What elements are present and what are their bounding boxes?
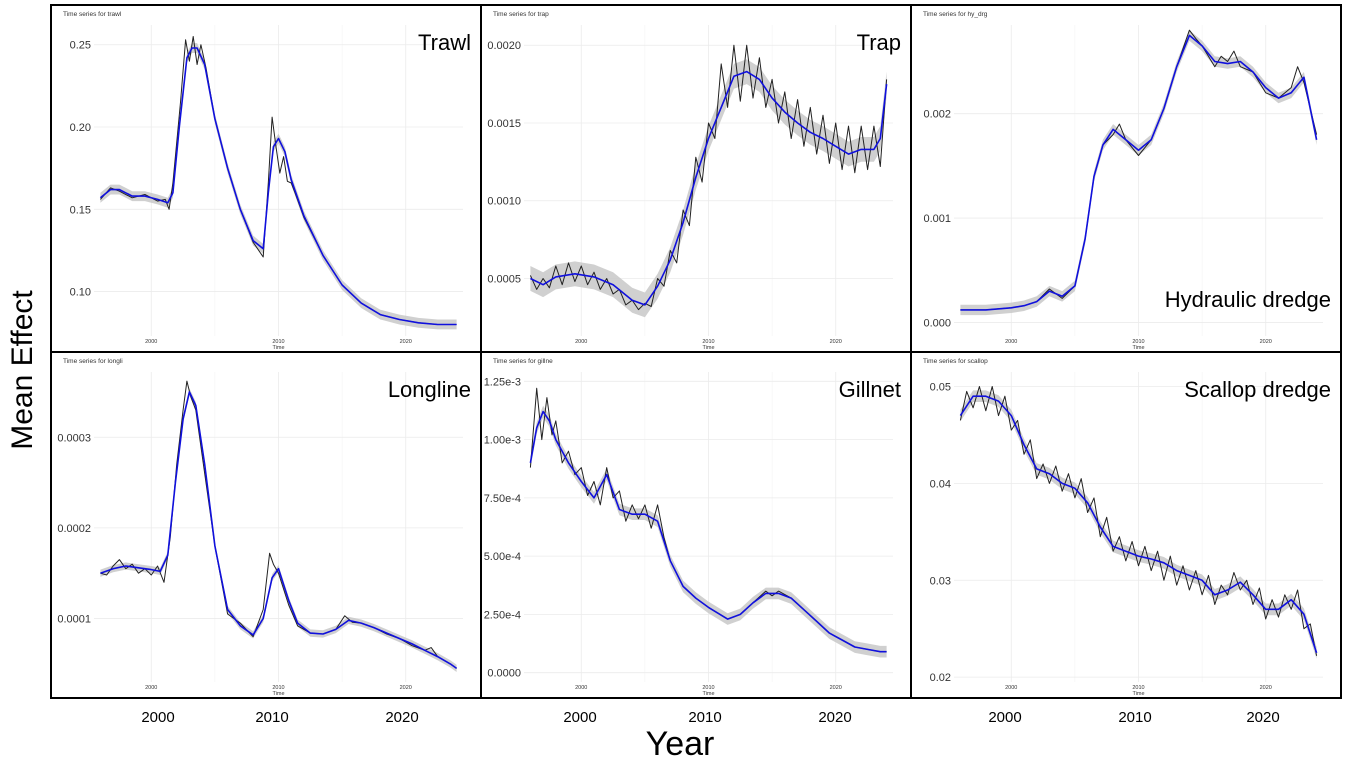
panel-gillne-y-tick-label: 1.25e-3 (484, 376, 521, 388)
panel-hy_drg-y-tick-label: 0.000 (923, 317, 951, 329)
outer-x-tick-2010: 2010 (255, 709, 288, 726)
panel-trawl-x-tick-label: 2010 (272, 339, 284, 345)
panel-scallop-x-tick-label: 2000 (1005, 685, 1017, 691)
panel-gillne-y-tick-label: 0.0000 (487, 668, 521, 680)
panel-trap-label: Trap (857, 30, 901, 55)
panel-trawl-y-tick-label: 0.25 (70, 40, 91, 52)
panel-scallop-x-label: Time (1132, 691, 1144, 697)
panel-scallop-y-tick-label: 0.05 (930, 382, 951, 394)
panel-longli-y-tick-label: 0.0002 (57, 523, 91, 535)
panel-gillne-x-label: Time (702, 691, 714, 697)
panel-gillne-smooth-line (529, 410, 887, 653)
panel-trap-y-tick-label: 0.0020 (487, 40, 521, 52)
panel-gillne-label: Gillnet (839, 377, 901, 402)
panel-longli-smooth-line (100, 391, 458, 670)
panels-group: 0.10 0.15 0.20 0.25 2000 2010 2020 Time Time ser… (50, 4, 1342, 699)
outer-x-tick-2000b: 2000 (563, 709, 596, 726)
panel-gillne-y-tick-label: 1.00e-3 (484, 435, 521, 447)
panel-trap-x-label: Time (702, 345, 714, 351)
panel-trawl-x-tick-label: 2000 (145, 339, 157, 345)
panel-longli-x-tick-label: 2000 (145, 685, 157, 691)
panel-trap-x-tick-label: 2000 (575, 339, 587, 345)
figure-y-label: Mean Effect (6, 290, 39, 450)
panel-trap-smooth-line (530, 70, 888, 306)
panel-trap-y-tick-label: 0.0005 (487, 273, 521, 285)
outer-x-tick-2020c: 2020 (1246, 709, 1279, 726)
panel-scallop-border (910, 351, 1342, 699)
panel-gillne-x-tick-label: 2000 (575, 685, 587, 691)
panel-trawl-label: Trawl (418, 30, 471, 55)
outer-x-tick-2010c: 2010 (1118, 709, 1151, 726)
outer-x-tick-2010b: 2010 (688, 709, 721, 726)
panel-trawl-border (50, 4, 482, 353)
panel-scallop-x-tick-label: 2010 (1132, 685, 1144, 691)
panel-longli-x-label: Time (272, 691, 284, 697)
panel-gillne: 0.0000 2.50e-4 5.00e-4 7.50e-4 1.00e-3 1.25e-… (480, 351, 912, 699)
panel-trawl-y-tick-label: 0.20 (70, 122, 91, 134)
panel-hy_drg-x-tick-label: 2000 (1005, 339, 1017, 345)
panel-hy_drg-x-tick-label: 2010 (1132, 339, 1144, 345)
panel-trawl-plot-title: Time series for trawl (63, 11, 122, 18)
panel-trawl-y-tick-label: 0.10 (70, 287, 91, 299)
panel-gillne-x-tick-label: 2010 (702, 685, 714, 691)
panel-hy_drg-plot-title: Time series for hy_drg (923, 11, 988, 18)
figure-x-label: Year (646, 725, 715, 763)
panel-hy_drg-y-tick-label: 0.002 (923, 109, 951, 121)
panel-scallop-x-tick-label: 2020 (1260, 685, 1272, 691)
panel-trawl: 0.10 0.15 0.20 0.25 2000 2010 2020 Time Time ser… (50, 4, 482, 353)
panel-longli-y-tick-label: 0.0003 (57, 432, 91, 444)
panel-gillne-y-tick-label: 7.50e-4 (484, 493, 521, 505)
panel-scallop: 0.02 0.03 0.04 0.05 2000 2010 2020 Time Time ser… (910, 351, 1342, 699)
panel-longli-x-tick-label: 2010 (272, 685, 284, 691)
panel-trap-x-tick-label: 2010 (702, 339, 714, 345)
panel-longli: 0.0001 0.0002 0.0003 2000 2010 2020 Time Time s… (50, 351, 482, 699)
panel-trawl-smooth-line (99, 47, 457, 326)
panel-trap-raw-line (529, 44, 888, 311)
panel-trawl-y-tick-label: 0.15 (70, 204, 91, 216)
outer-x-tick-2020: 2020 (385, 709, 418, 726)
outer-x-axis: 2000 2010 2020 2000 2010 2020 2000 2010 … (141, 709, 1279, 726)
panel-longli-plot-title: Time series for longli (63, 358, 123, 365)
panel-scallop-smooth-line (959, 395, 1318, 654)
panel-gillne-x-tick-label: 2020 (830, 685, 842, 691)
panel-longli-label: Longline (388, 377, 471, 402)
panel-trawl-x-tick-label: 2020 (400, 339, 412, 345)
panel-longli-x-tick-label: 2020 (400, 685, 412, 691)
panel-trap-y-tick-label: 0.0015 (487, 118, 521, 130)
outer-x-tick-2020b: 2020 (818, 709, 851, 726)
panel-scallop-raw-line (959, 386, 1318, 656)
panel-scallop-y-tick-label: 0.04 (930, 478, 951, 490)
panel-scallop-y-tick-label: 0.02 (930, 672, 951, 684)
outer-x-tick-2000c: 2000 (988, 709, 1021, 726)
panel-trawl-x-label: Time (272, 345, 284, 351)
panel-scallop-confidence-band (960, 390, 1317, 659)
panel-trap-y-tick-label: 0.0010 (487, 196, 521, 208)
panel-trap-x-tick-label: 2020 (830, 339, 842, 345)
panel-trap-plot-title: Time series for trap (493, 11, 549, 18)
panel-scallop-y-tick-label: 0.03 (930, 575, 951, 587)
panel-hy_drg-x-tick-label: 2020 (1260, 339, 1272, 345)
panel-scallop-plot-title: Time series for scallop (923, 358, 988, 365)
outer-x-tick-2000: 2000 (141, 709, 174, 726)
panel-longli-y-tick-label: 0.0001 (57, 614, 91, 626)
panel-scallop-label: Scallop dredge (1184, 377, 1331, 402)
panel-gillne-plot-title: Time series for gillne (493, 358, 553, 365)
panel-hy_drg-smooth-line (960, 34, 1318, 311)
panel-gillne-y-tick-label: 5.00e-4 (484, 551, 521, 563)
panel-trap: 0.0005 0.0010 0.0015 0.0020 2000 2010 2020 Time… (480, 4, 912, 353)
panel-hy_drg-y-tick-label: 0.001 (923, 213, 951, 225)
panel-hy_drg-label: Hydraulic dredge (1165, 287, 1331, 312)
panel-gillne-y-tick-label: 2.50e-4 (484, 609, 521, 621)
panel-hy_drg: 0.000 0.001 0.002 2000 2010 2020 Time Time seri… (910, 4, 1342, 353)
panel-hy_drg-x-label: Time (1132, 345, 1144, 351)
